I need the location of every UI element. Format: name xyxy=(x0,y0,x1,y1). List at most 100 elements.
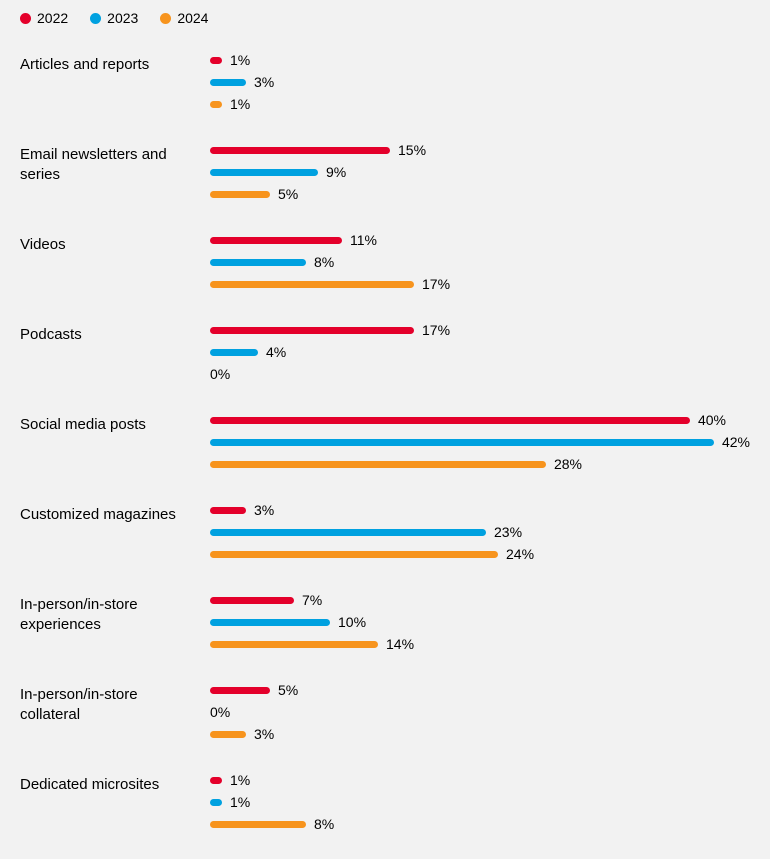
bar xyxy=(210,169,318,176)
bar-row: 1% xyxy=(210,774,750,786)
bar xyxy=(210,79,246,86)
bar-value: 4% xyxy=(266,344,286,360)
bar-value: 28% xyxy=(554,456,582,472)
bar-value: 17% xyxy=(422,276,450,292)
bar xyxy=(210,327,414,334)
category-bars: 7% 10% 14% xyxy=(210,594,750,650)
bar-value: 3% xyxy=(254,726,274,742)
bar-value: 1% xyxy=(230,794,250,810)
bar-row: 1% xyxy=(210,796,750,808)
bar-row: 3% xyxy=(210,76,750,88)
bar xyxy=(210,417,690,424)
category-label: Social media posts xyxy=(20,414,210,435)
bar-row: 15% xyxy=(210,144,750,156)
legend-item-2023: 2023 xyxy=(90,10,138,26)
bar xyxy=(210,101,222,108)
bar-row: 9% xyxy=(210,166,750,178)
bar-row: 8% xyxy=(210,818,750,830)
bar xyxy=(210,821,306,828)
bar-row: 10% xyxy=(210,616,750,628)
bar xyxy=(210,777,222,784)
bar-value: 8% xyxy=(314,816,334,832)
bar-value: 23% xyxy=(494,524,522,540)
bar-value: 24% xyxy=(506,546,534,562)
bar xyxy=(210,597,294,604)
bar-value: 1% xyxy=(230,52,250,68)
bar xyxy=(210,529,486,536)
bar-row: 1% xyxy=(210,54,750,66)
legend-item-2022: 2022 xyxy=(20,10,68,26)
bar-value: 1% xyxy=(230,96,250,112)
category-bars: 11% 8% 17% xyxy=(210,234,750,290)
bar-value: 0% xyxy=(210,704,230,720)
category-label: Email newsletters and series xyxy=(20,144,210,184)
bar-value: 40% xyxy=(698,412,726,428)
bar-row: 40% xyxy=(210,414,750,426)
bar-row: 3% xyxy=(210,504,750,516)
bar-value: 42% xyxy=(722,434,750,450)
bar-row: 5% xyxy=(210,684,750,696)
category-bars: 1% 1% 8% xyxy=(210,774,750,830)
category-label: In-person/in-store collateral xyxy=(20,684,210,724)
bar-value: 5% xyxy=(278,186,298,202)
bar-row: 4% xyxy=(210,346,750,358)
bar-value: 3% xyxy=(254,502,274,518)
bar-row: 7% xyxy=(210,594,750,606)
bar-value: 15% xyxy=(398,142,426,158)
bar-row: 17% xyxy=(210,278,750,290)
legend-dot-icon xyxy=(90,13,101,24)
bar-value: 17% xyxy=(422,322,450,338)
category-label: In-person/in-store experiences xyxy=(20,594,210,634)
category-group: Videos11% 8% 17% xyxy=(20,234,750,290)
bar xyxy=(210,147,390,154)
category-bars: 5% 0% 3% xyxy=(210,684,750,740)
bar xyxy=(210,619,330,626)
bar-value: 8% xyxy=(314,254,334,270)
bar xyxy=(210,731,246,738)
category-label: Customized magazines xyxy=(20,504,210,525)
legend-label: 2024 xyxy=(177,10,208,26)
bar-row: 24% xyxy=(210,548,750,560)
bar xyxy=(210,461,546,468)
grouped-bar-chart: Articles and reports 1% 3% 1% Email newslett… xyxy=(20,54,750,830)
category-label: Videos xyxy=(20,234,210,255)
bar xyxy=(210,799,222,806)
bar xyxy=(210,551,498,558)
category-bars: 15% 9% 5% xyxy=(210,144,750,200)
bar xyxy=(210,191,270,198)
bar-row: 8% xyxy=(210,256,750,268)
category-label: Podcasts xyxy=(20,324,210,345)
bar xyxy=(210,641,378,648)
bar-row: 1% xyxy=(210,98,750,110)
bar-value: 7% xyxy=(302,592,322,608)
category-bars: 1% 3% 1% xyxy=(210,54,750,110)
category-group: In-person/in-store experiences 7% 10% 14% xyxy=(20,594,750,650)
bar-row: 0% xyxy=(210,706,750,718)
category-label: Articles and reports xyxy=(20,54,210,75)
category-bars: 3% 23% 24% xyxy=(210,504,750,560)
legend-dot-icon xyxy=(20,13,31,24)
bar-row: 0% xyxy=(210,368,750,380)
legend-dot-icon xyxy=(160,13,171,24)
category-group: Social media posts 40% 42% 28% xyxy=(20,414,750,470)
bar-row: 3% xyxy=(210,728,750,740)
bar xyxy=(210,259,306,266)
bar-value: 14% xyxy=(386,636,414,652)
bar-row: 42% xyxy=(210,436,750,448)
category-group: Articles and reports 1% 3% 1% xyxy=(20,54,750,110)
bar-row: 28% xyxy=(210,458,750,470)
bar-value: 10% xyxy=(338,614,366,630)
category-group: Email newsletters and series 15% 9% 5% xyxy=(20,144,750,200)
bar-value: 5% xyxy=(278,682,298,698)
bar xyxy=(210,349,258,356)
category-group: Dedicated microsites1%1%8% xyxy=(20,774,750,830)
bar-row: 11% xyxy=(210,234,750,246)
bar-row: 17% xyxy=(210,324,750,336)
bar xyxy=(210,687,270,694)
category-bars: 40% 42% 28% xyxy=(210,414,750,470)
bar-row: 23% xyxy=(210,526,750,538)
legend-label: 2022 xyxy=(37,10,68,26)
category-group: Podcasts 17% 4% 0% xyxy=(20,324,750,380)
bar-value: 0% xyxy=(210,366,230,382)
bar-value: 9% xyxy=(326,164,346,180)
